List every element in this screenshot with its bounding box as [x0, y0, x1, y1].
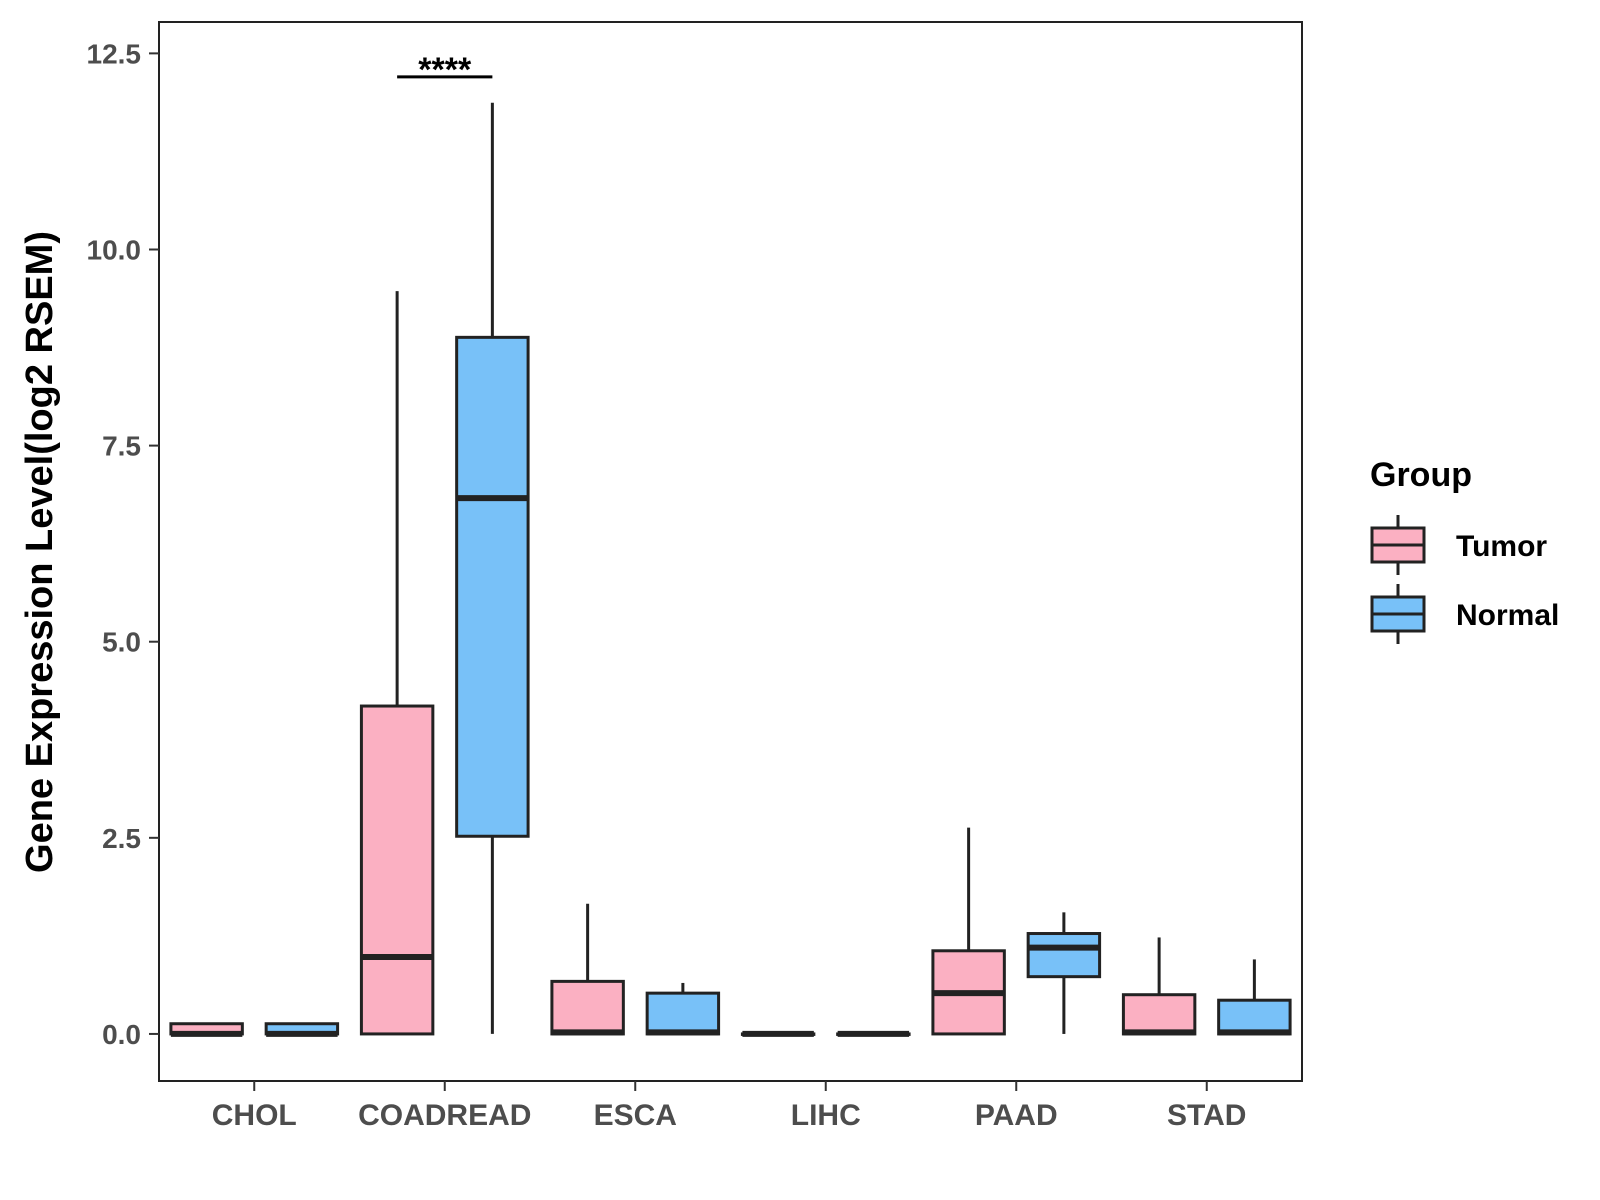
y-axis-title: Gene Expression Level(log2 RSEM) — [19, 231, 61, 873]
box-normal-chol — [264, 1022, 340, 1037]
y-tick-label: 5.0 — [102, 627, 141, 658]
y-axis: 0.0 2.5 5.0 7.5 10.0 12.5 — [87, 38, 159, 1050]
box-tumor-esca — [550, 903, 625, 1036]
box-body — [455, 335, 530, 838]
box-tumor-lihc — [740, 1030, 816, 1037]
box-body — [550, 979, 625, 1036]
y-tick-label: 7.5 — [102, 431, 141, 462]
x-axis: CHOL COADREAD ESCA LIHC PAAD STAD — [212, 1081, 1246, 1132]
legend-label: Normal — [1456, 599, 1559, 632]
box-body — [359, 704, 435, 1036]
box-normal-esca — [645, 982, 721, 1036]
legend-title: Group — [1370, 456, 1472, 494]
box-body — [1121, 993, 1197, 1036]
box-normal-stad — [1217, 959, 1292, 1036]
box-body — [1026, 932, 1102, 979]
box-body — [645, 991, 721, 1036]
legend-label: Tumor — [1456, 530, 1547, 563]
significance-label: **** — [418, 51, 472, 89]
box-normal-coadread — [455, 102, 530, 1034]
annotations: **** — [397, 51, 493, 89]
box-tumor-coadread — [359, 291, 435, 1036]
y-tick-label: 12.5 — [87, 38, 142, 69]
box-normal-lihc — [836, 1030, 911, 1037]
x-tick-label: STAD — [1167, 1099, 1246, 1132]
box-tumor-stad — [1121, 937, 1197, 1036]
y-tick-label: 10.0 — [87, 234, 142, 265]
x-tick-label: LIHC — [791, 1099, 861, 1132]
x-tick-label: ESCA — [594, 1099, 677, 1132]
box-normal-paad — [1026, 912, 1102, 1034]
y-tick-label: 0.0 — [102, 1019, 141, 1050]
boxes — [169, 102, 1292, 1037]
box-body — [1217, 998, 1292, 1036]
box-tumor-chol — [169, 1022, 244, 1037]
legend-item-normal: Normal — [1370, 584, 1559, 644]
x-tick-label: PAAD — [975, 1099, 1058, 1132]
box-tumor-paad — [931, 827, 1006, 1036]
x-tick-label: COADREAD — [358, 1099, 531, 1132]
plot-panel — [158, 21, 1303, 1082]
legend: Group Tumor Normal — [1370, 456, 1559, 644]
y-tick-label: 2.5 — [102, 823, 141, 854]
x-tick-label: CHOL — [212, 1099, 297, 1132]
legend-item-tumor: Tumor — [1370, 515, 1547, 575]
